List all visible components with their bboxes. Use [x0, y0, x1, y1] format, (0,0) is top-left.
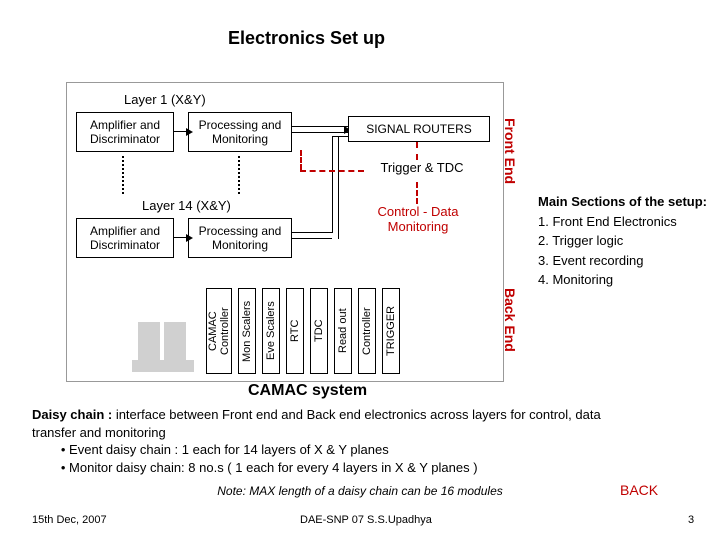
camac-system-label: CAMAC system	[248, 382, 367, 400]
proc14-box: Processing and Monitoring	[188, 218, 292, 258]
dline1b	[292, 132, 348, 133]
rd1	[416, 142, 418, 160]
tdc: TDC	[310, 288, 328, 374]
sections-item-3: 3. Event recording	[538, 251, 707, 271]
vline14a	[332, 136, 333, 233]
main-sections: Main Sections of the setup: 1. Front End…	[538, 192, 707, 290]
gray-block-2	[164, 322, 186, 364]
desc-line-3: • Event daisy chain : 1 each for 14 laye…	[32, 441, 692, 459]
amp1-box: Amplifier and Discriminator	[76, 112, 174, 152]
rd2	[416, 182, 418, 204]
back-end-label: Back End	[502, 288, 518, 352]
rd3	[300, 170, 364, 172]
sections-item-2: 2. Trigger logic	[538, 231, 707, 251]
gray-block-1	[138, 322, 160, 364]
camac-row: CAMAC Controller Mon Scalers Eve Scalers…	[206, 288, 400, 374]
trigger-tdc-text: Trigger & TDC	[380, 160, 463, 175]
trigger-mod: TRIGGER	[382, 288, 400, 374]
dline14a	[292, 232, 332, 233]
hline14a	[332, 136, 348, 137]
sections-item-1: 1. Front End Electronics	[538, 212, 707, 232]
signal-routers-text: SIGNAL ROUTERS	[366, 122, 472, 136]
tdc-label: TDC	[313, 320, 325, 343]
controller-label: Controller	[361, 307, 373, 355]
mon-scalers-label: Mon Scalers	[241, 300, 253, 361]
footer-right: 3	[688, 514, 694, 526]
sections-item-4: 4. Monitoring	[538, 270, 707, 290]
proc1-text: Processing and Monitoring	[199, 118, 282, 146]
mon-scalers: Mon Scalers	[238, 288, 256, 374]
dline14b	[292, 238, 332, 239]
rd4	[300, 150, 302, 170]
page-title: Electronics Set up	[228, 28, 385, 49]
layer14-label: Layer 14 (X&Y)	[142, 198, 231, 213]
proc1-box: Processing and Monitoring	[188, 112, 292, 152]
arrow-a1-head	[186, 128, 193, 136]
rtc: RTC	[286, 288, 304, 374]
amp14-text: Amplifier and Discriminator	[90, 224, 160, 252]
sections-heading: Main Sections of the setup:	[538, 192, 707, 212]
gray-block-3	[132, 360, 194, 372]
note: Note: MAX length of a daisy chain can be…	[0, 484, 720, 498]
amp14-box: Amplifier and Discriminator	[76, 218, 174, 258]
desc-bold-1: Daisy chain :	[32, 407, 116, 422]
signal-routers-box: SIGNAL ROUTERS	[348, 116, 490, 142]
footer-left: 15th Dec, 2007	[32, 514, 107, 526]
layer1-label: Layer 1 (X&Y)	[124, 92, 206, 107]
desc-line-4: • Monitor daisy chain: 8 no.s ( 1 each f…	[32, 459, 692, 477]
eve-scalers: Eve Scalers	[262, 288, 280, 374]
back-link[interactable]: BACK	[620, 482, 658, 498]
rtc-label: RTC	[289, 320, 301, 342]
trigger-mod-label: TRIGGER	[385, 306, 397, 356]
trigger-tdc-box: Trigger & TDC	[364, 160, 480, 182]
dline1a	[292, 126, 348, 127]
controller: Controller	[358, 288, 376, 374]
control-box: Control - Data Monitoring	[358, 204, 478, 242]
readout: Read out	[334, 288, 352, 374]
camac-controller-label: CAMAC Controller	[207, 307, 231, 355]
arrow-a14-head	[186, 234, 193, 242]
dots-left	[122, 156, 124, 194]
amp1-text: Amplifier and Discriminator	[90, 118, 160, 146]
desc-line-1: Daisy chain : interface between Front en…	[32, 406, 692, 424]
description: Daisy chain : interface between Front en…	[32, 406, 692, 476]
footer-mid: DAE-SNP 07 S.S.Upadhya	[300, 514, 432, 526]
desc-rest-1: interface between Front end and Back end…	[116, 407, 601, 422]
control-text: Control - Data Monitoring	[378, 204, 459, 234]
camac-controller: CAMAC Controller	[206, 288, 232, 374]
eve-scalers-label: Eve Scalers	[265, 302, 277, 361]
front-end-label: Front End	[502, 118, 518, 184]
desc-line-2: transfer and monitoring	[32, 424, 692, 442]
dots-right	[238, 156, 240, 194]
proc14-text: Processing and Monitoring	[199, 224, 282, 252]
readout-label: Read out	[337, 309, 349, 354]
vline14b	[338, 136, 339, 239]
